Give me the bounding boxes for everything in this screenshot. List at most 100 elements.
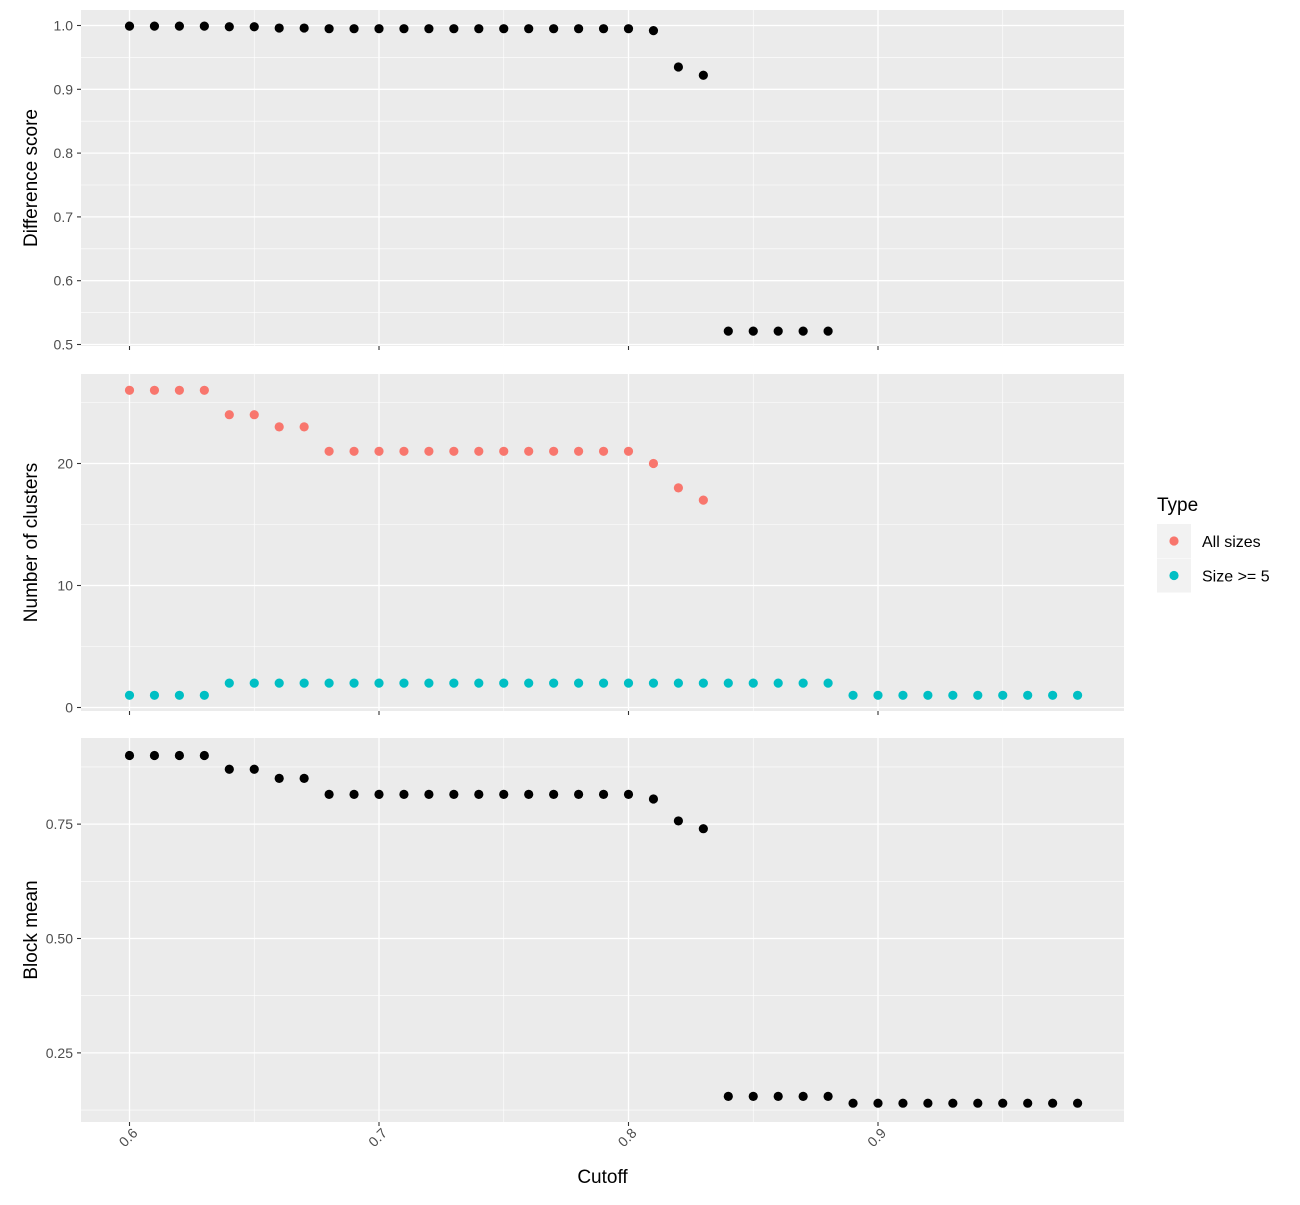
data-point bbox=[374, 446, 384, 456]
data-point bbox=[124, 750, 135, 761]
data-point bbox=[973, 1098, 983, 1108]
legend-title: Type bbox=[1157, 495, 1198, 516]
data-point bbox=[124, 385, 135, 395]
data-point bbox=[773, 326, 783, 336]
data-point bbox=[224, 22, 234, 32]
x-axis-title: Cutoff bbox=[577, 1167, 628, 1188]
data-point bbox=[274, 422, 284, 432]
panel-2: 0 10 20 Number of clusters bbox=[21, 374, 1124, 716]
y-tick-label: 10 bbox=[57, 578, 73, 594]
data-point bbox=[1048, 690, 1058, 700]
data-point bbox=[549, 789, 559, 799]
data-point bbox=[324, 446, 334, 456]
data-point bbox=[948, 690, 958, 700]
data-point bbox=[1023, 1098, 1033, 1108]
data-point bbox=[1073, 690, 1083, 700]
data-point bbox=[574, 446, 584, 456]
data-point bbox=[773, 1091, 783, 1101]
x-tick-label: 0.6 bbox=[116, 1125, 141, 1150]
data-point bbox=[299, 773, 309, 783]
data-point bbox=[623, 789, 634, 799]
data-point bbox=[249, 678, 259, 688]
data-point bbox=[274, 23, 284, 33]
data-point bbox=[374, 789, 384, 799]
data-point bbox=[723, 1091, 733, 1101]
data-point bbox=[324, 678, 334, 688]
legend-symbol bbox=[1169, 536, 1179, 546]
data-point bbox=[549, 24, 559, 34]
legend: Type All sizes Size >= 5 bbox=[1157, 495, 1270, 593]
data-point bbox=[1073, 1098, 1083, 1108]
y-tick-label: 0.7 bbox=[54, 209, 74, 225]
data-point bbox=[848, 1098, 858, 1108]
data-point bbox=[499, 446, 509, 456]
data-point bbox=[698, 824, 708, 834]
y-tick-label: 0 bbox=[65, 700, 73, 716]
data-point bbox=[873, 690, 883, 700]
x-tick-label: 0.9 bbox=[864, 1125, 889, 1150]
y-axis-title: Block mean bbox=[21, 880, 42, 979]
data-point bbox=[898, 690, 908, 700]
y-tick-label: 1.0 bbox=[54, 18, 74, 34]
panel-background bbox=[81, 10, 1124, 346]
data-point bbox=[324, 24, 334, 34]
series-1 bbox=[124, 385, 708, 505]
data-point bbox=[274, 678, 284, 688]
data-point bbox=[623, 24, 634, 34]
data-point bbox=[773, 678, 783, 688]
y-axis-title: Difference score bbox=[21, 109, 42, 247]
data-point bbox=[374, 24, 384, 34]
data-point bbox=[798, 1091, 808, 1101]
data-point bbox=[524, 24, 534, 34]
data-point bbox=[748, 326, 758, 336]
data-point bbox=[823, 326, 833, 336]
data-point bbox=[973, 690, 983, 700]
data-point bbox=[349, 446, 359, 456]
data-point bbox=[549, 446, 559, 456]
data-point bbox=[399, 446, 409, 456]
data-point bbox=[474, 24, 484, 34]
data-point bbox=[449, 678, 459, 688]
panel-3: 0.25 0.50 0.75 Block mean bbox=[21, 738, 1124, 1126]
data-point bbox=[574, 24, 584, 34]
data-point bbox=[998, 1098, 1008, 1108]
data-point bbox=[449, 24, 459, 34]
data-point bbox=[124, 690, 135, 700]
data-point bbox=[948, 1098, 958, 1108]
data-point bbox=[299, 678, 309, 688]
y-tick-label: 0.6 bbox=[54, 273, 74, 289]
data-point bbox=[149, 750, 160, 761]
data-point bbox=[424, 678, 434, 688]
data-point bbox=[299, 23, 309, 33]
panel-background bbox=[81, 738, 1124, 1122]
data-point bbox=[474, 446, 484, 456]
data-point bbox=[199, 385, 209, 395]
data-point bbox=[1048, 1098, 1058, 1108]
data-point bbox=[124, 21, 135, 31]
data-point bbox=[499, 789, 509, 799]
data-point bbox=[224, 678, 234, 688]
data-point bbox=[623, 678, 634, 688]
x-tick-label: 0.7 bbox=[365, 1125, 390, 1150]
data-point bbox=[399, 678, 409, 688]
legend-label: Size >= 5 bbox=[1202, 569, 1270, 586]
legend-label: All sizes bbox=[1202, 534, 1261, 551]
data-point bbox=[748, 1091, 758, 1101]
data-point bbox=[274, 773, 284, 783]
data-point bbox=[524, 678, 534, 688]
data-point bbox=[648, 26, 659, 36]
data-point bbox=[673, 62, 684, 72]
data-point bbox=[648, 794, 659, 804]
data-point bbox=[174, 385, 184, 395]
data-point bbox=[673, 483, 684, 493]
data-point bbox=[823, 1091, 833, 1101]
data-point bbox=[648, 458, 659, 469]
data-point bbox=[249, 764, 259, 774]
data-point bbox=[349, 24, 359, 34]
y-tick-label: 0.8 bbox=[54, 145, 74, 161]
data-point bbox=[598, 678, 609, 688]
series-2 bbox=[124, 678, 1083, 700]
data-point bbox=[723, 326, 733, 336]
data-point bbox=[648, 678, 659, 688]
